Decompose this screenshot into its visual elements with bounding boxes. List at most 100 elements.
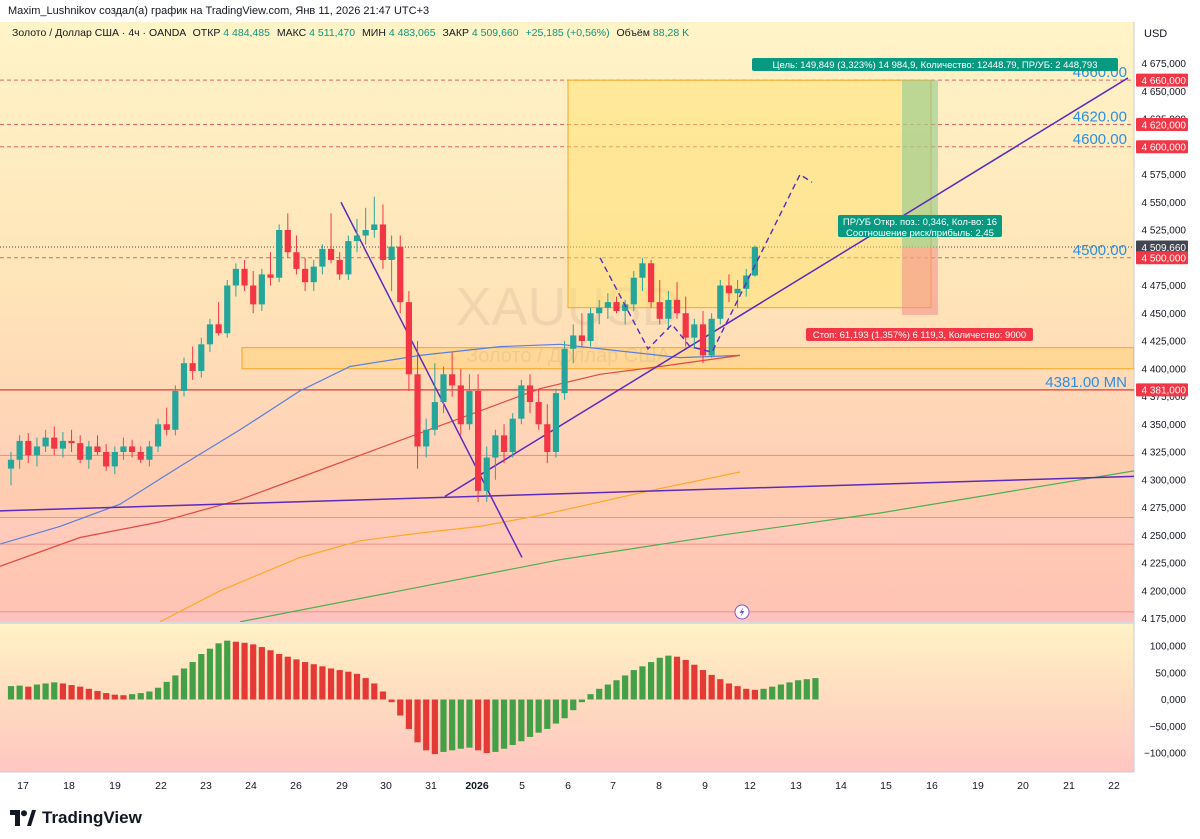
candle[interactable] [552,393,560,452]
candle[interactable] [743,275,750,289]
candle[interactable] [405,302,412,375]
candle[interactable] [224,285,231,334]
demand-zone-rect[interactable] [241,347,1134,370]
oscillator-bar[interactable] [120,695,127,700]
oscillator-bar[interactable] [656,657,663,700]
oscillator-bar[interactable] [137,693,144,700]
oscillator-bar[interactable] [743,688,750,700]
oscillator-bar[interactable] [250,644,257,700]
candle[interactable] [475,390,482,491]
candle[interactable] [51,437,58,449]
candle[interactable] [206,324,214,345]
candle[interactable] [673,299,681,314]
candle[interactable] [189,363,196,371]
oscillator-bar[interactable] [180,668,188,700]
candle[interactable] [16,440,23,460]
price-badge[interactable] [1136,251,1188,265]
oscillator-bar[interactable] [682,659,689,700]
oscillator-bar[interactable] [111,694,118,700]
oscillator-bar[interactable] [786,682,793,700]
target-label[interactable]: Цель: 149,849 (3,323%) 14 984,9, Количес… [752,58,1118,71]
oscillator-bar[interactable] [51,682,58,700]
chart-canvas[interactable]: Золото / Доллар США · 4ч · OANDA ОТКР 4 … [0,0,1200,797]
currency-label[interactable]: USD [1144,28,1167,40]
oscillator-bar[interactable] [777,684,784,700]
oscillator-bar[interactable] [25,686,32,700]
trend-line-horizontal[interactable] [0,475,1134,512]
candle[interactable] [449,374,456,386]
candle[interactable] [94,446,101,452]
oscillator-bar[interactable] [760,688,767,700]
oscillator-bar[interactable] [16,685,23,700]
candle[interactable] [578,335,585,341]
oscillator-bar[interactable] [717,679,724,700]
candle[interactable] [509,418,516,452]
candle[interactable] [526,385,534,403]
candle[interactable] [302,268,309,283]
oscillator-bar[interactable] [604,684,611,700]
oscillator-bar[interactable] [189,662,196,700]
candle[interactable] [734,288,741,294]
stop-label[interactable]: Стоп: 61,193 (1,357%) 6 119,3, Количеств… [806,328,1033,341]
candle[interactable] [570,335,577,349]
price-badge[interactable] [1136,140,1188,154]
oscillator-bar[interactable] [518,699,525,742]
candle[interactable] [691,324,698,338]
oscillator-bar[interactable] [795,680,802,700]
oscillator-bar[interactable] [812,678,819,700]
oscillator-bar[interactable] [129,694,136,700]
candle[interactable] [232,268,239,286]
position-stats-label[interactable]: ПР/УБ Откр. поз.: 0,346, Кол-во: 16Соотн… [838,215,1002,239]
candle[interactable] [397,246,404,303]
candle[interactable] [414,374,421,447]
oscillator-bar[interactable] [397,699,404,716]
oscillator-bar[interactable] [68,685,75,700]
oscillator-bar[interactable] [708,674,715,700]
candle[interactable] [267,274,274,278]
oscillator-bar[interactable] [561,699,568,719]
oscillator-bar[interactable] [241,642,248,700]
oscillator-bar[interactable] [475,699,482,751]
oscillator-bar[interactable] [232,641,239,700]
candle[interactable] [198,344,205,371]
candle[interactable] [154,424,162,447]
oscillator-bar[interactable] [578,699,585,703]
oscillator-bar[interactable] [449,699,456,751]
candle[interactable] [544,424,551,452]
oscillator-bar[interactable] [336,670,343,700]
candle[interactable] [327,248,335,260]
oscillator-bar[interactable] [327,668,335,700]
oscillator-bar[interactable] [146,691,153,700]
oscillator-bar[interactable] [405,699,412,729]
price-badge[interactable] [1136,73,1188,87]
candle[interactable] [258,274,265,305]
candle[interactable] [717,285,724,319]
oscillator-bar[interactable] [388,699,395,703]
candle[interactable] [172,390,179,430]
oscillator-bar[interactable] [293,659,300,700]
oscillator-bar[interactable] [154,687,162,700]
candle[interactable] [639,263,646,278]
candle[interactable] [33,446,41,456]
projected-path[interactable] [599,173,813,353]
tradingview-logo[interactable]: TradingView [10,808,142,828]
candle[interactable] [336,259,343,275]
candle[interactable] [276,230,283,278]
candle[interactable] [518,385,525,419]
candle[interactable] [371,224,378,230]
candle[interactable] [682,313,689,338]
candle[interactable] [85,446,92,460]
candle[interactable] [180,363,188,391]
oscillator-bar[interactable] [163,681,170,700]
candle[interactable] [293,252,300,269]
candle[interactable] [379,224,387,260]
candle[interactable] [708,318,715,356]
oscillator-bar[interactable] [362,678,369,700]
candle[interactable] [388,246,395,260]
candle[interactable] [431,402,438,430]
position-loss-zone[interactable] [902,247,938,315]
oscillator-bar[interactable] [59,683,66,700]
position-range-box[interactable] [567,79,932,309]
candle[interactable] [457,385,464,425]
candle[interactable] [284,230,291,253]
